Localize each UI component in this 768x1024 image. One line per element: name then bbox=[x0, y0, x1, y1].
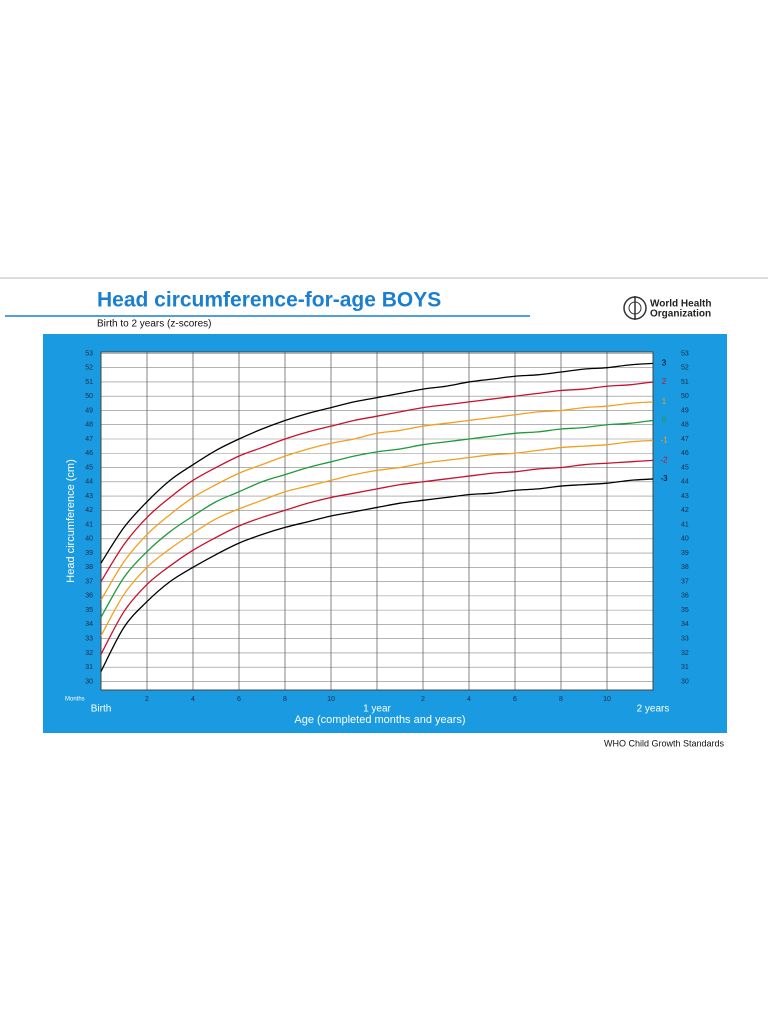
x-tick-label: 6 bbox=[513, 696, 517, 703]
y-tick-label: 46 bbox=[85, 450, 93, 457]
y-tick-label: 46 bbox=[681, 450, 689, 457]
org-name: World Health bbox=[650, 299, 711, 310]
z-score-line bbox=[100, 401, 654, 601]
y-tick-label: 35 bbox=[85, 607, 93, 614]
y-tick-label: 32 bbox=[85, 650, 93, 657]
y-tick-label: 39 bbox=[85, 550, 93, 557]
y-tick-label: 38 bbox=[681, 564, 689, 571]
y-tick-label: 53 bbox=[85, 350, 93, 357]
y-tick-label: 42 bbox=[681, 507, 689, 514]
x-unit-label: Months bbox=[65, 697, 85, 703]
y-tick-label: 36 bbox=[85, 593, 93, 600]
y-tick-label: 52 bbox=[85, 365, 93, 372]
y-tick-label: 53 bbox=[681, 350, 689, 357]
x-tick-label: 2 bbox=[145, 696, 149, 703]
legend-label: 2 bbox=[662, 377, 667, 386]
y-tick-label: 43 bbox=[681, 493, 689, 500]
y-tick-label: 50 bbox=[85, 393, 93, 400]
y-tick-label: 41 bbox=[681, 521, 689, 528]
y-axis-label: Head circumference (cm) bbox=[65, 459, 77, 582]
legend-label: 3 bbox=[662, 359, 667, 368]
chart-title: Head circumference-for-age BOYS bbox=[97, 289, 441, 312]
y-tick-label: 49 bbox=[681, 407, 689, 414]
plot-border bbox=[100, 351, 654, 691]
x-tick-label: Birth bbox=[91, 704, 112, 715]
x-tick-label: 10 bbox=[603, 696, 611, 703]
x-tick-label: 8 bbox=[283, 696, 287, 703]
org-name: Organization bbox=[650, 309, 711, 320]
y-tick-label: 31 bbox=[681, 664, 689, 671]
y-tick-label: 34 bbox=[85, 621, 93, 628]
y-tick-label: 38 bbox=[85, 564, 93, 571]
y-tick-label: 30 bbox=[681, 678, 689, 685]
y-tick-label: 35 bbox=[681, 607, 689, 614]
y-tick-label: 33 bbox=[85, 636, 93, 643]
x-tick-label: 4 bbox=[191, 696, 195, 703]
y-tick-label: 50 bbox=[681, 393, 689, 400]
y-tick-label: 39 bbox=[681, 550, 689, 557]
y-tick-label: 44 bbox=[681, 479, 689, 486]
y-tick-label: 51 bbox=[681, 379, 689, 386]
x-axis-label: Age (completed months and years) bbox=[294, 714, 465, 726]
y-tick-label: 47 bbox=[681, 436, 689, 443]
x-tick-label: 4 bbox=[467, 696, 471, 703]
legend-label: -3 bbox=[660, 474, 668, 483]
legend-label: 1 bbox=[662, 397, 667, 406]
y-tick-label: 36 bbox=[681, 593, 689, 600]
x-tick-label: 8 bbox=[559, 696, 563, 703]
y-tick-label: 51 bbox=[85, 379, 93, 386]
y-tick-label: 42 bbox=[85, 507, 93, 514]
legend-label: 0 bbox=[662, 416, 667, 425]
y-tick-label: 32 bbox=[681, 650, 689, 657]
y-tick-label: 43 bbox=[85, 493, 93, 500]
y-tick-label: 40 bbox=[681, 536, 689, 543]
who-logo bbox=[623, 296, 647, 320]
z-score-line bbox=[100, 439, 654, 637]
y-tick-label: 48 bbox=[85, 422, 93, 429]
legend-label: -1 bbox=[660, 436, 668, 445]
x-tick-label: 6 bbox=[237, 696, 241, 703]
y-tick-label: 31 bbox=[85, 664, 93, 671]
x-tick-label: 10 bbox=[327, 696, 335, 703]
y-tick-label: 45 bbox=[85, 464, 93, 471]
chart-subtitle: Birth to 2 years (z-scores) bbox=[97, 319, 211, 330]
y-tick-label: 47 bbox=[85, 436, 93, 443]
z-score-line bbox=[100, 362, 654, 564]
y-tick-label: 30 bbox=[85, 678, 93, 685]
x-tick-label: 2 years bbox=[637, 704, 670, 715]
x-tick-label: 2 bbox=[421, 696, 425, 703]
x-tick-label: 1 year bbox=[363, 704, 391, 715]
y-tick-label: 41 bbox=[85, 521, 93, 528]
y-tick-label: 44 bbox=[85, 479, 93, 486]
z-score-line bbox=[100, 478, 654, 672]
z-score-line bbox=[100, 419, 654, 618]
y-tick-label: 52 bbox=[681, 365, 689, 372]
source-note: WHO Child Growth Standards bbox=[604, 738, 725, 748]
y-tick-label: 34 bbox=[681, 621, 689, 628]
z-score-line bbox=[100, 459, 654, 655]
y-tick-label: 49 bbox=[85, 407, 93, 414]
z-score-line bbox=[100, 381, 654, 582]
y-tick-label: 40 bbox=[85, 536, 93, 543]
y-tick-label: 45 bbox=[681, 464, 689, 471]
y-tick-label: 48 bbox=[681, 422, 689, 429]
y-tick-label: 37 bbox=[681, 578, 689, 585]
y-tick-label: 33 bbox=[681, 636, 689, 643]
y-tick-label: 37 bbox=[85, 578, 93, 585]
legend-label: -2 bbox=[660, 455, 668, 464]
